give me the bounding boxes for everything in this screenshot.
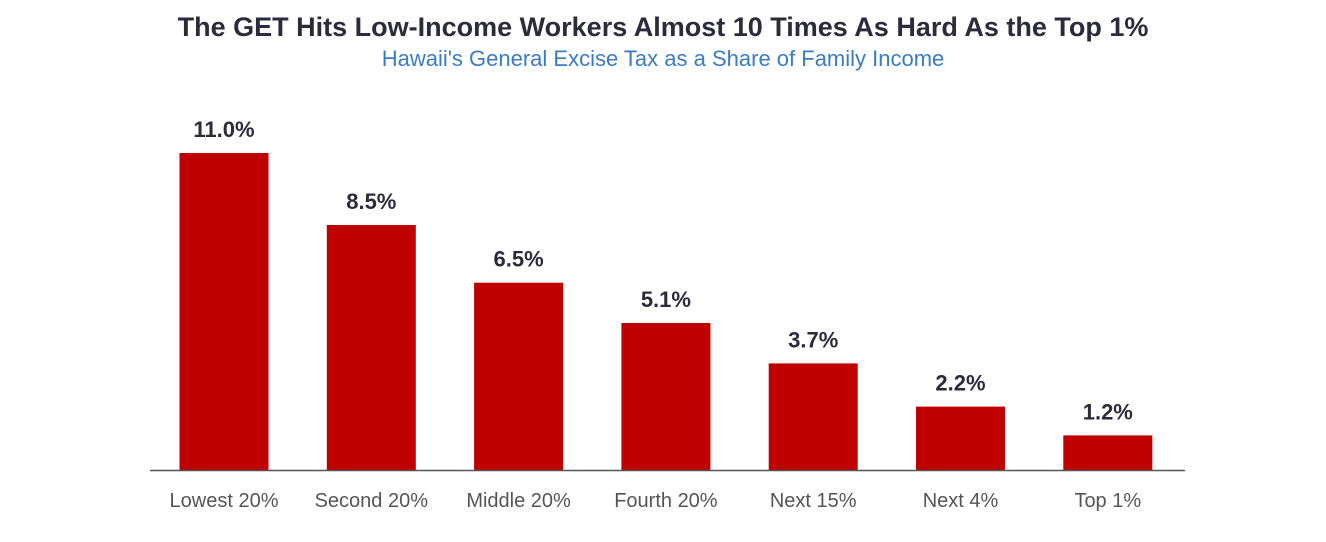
- x-tick-label: Middle 20%: [466, 490, 571, 512]
- chart-title: The GET Hits Low-Income Workers Almost 1…: [177, 12, 1149, 42]
- value-label: 2.2%: [935, 371, 985, 396]
- bar: [768, 363, 858, 470]
- x-tick-label: Lowest 20%: [170, 490, 279, 512]
- bars-layer: [179, 153, 1153, 470]
- x-tick-label: Fourth 20%: [614, 490, 718, 512]
- value-label: 8.5%: [346, 189, 396, 214]
- bar: [916, 406, 1005, 470]
- bar: [621, 323, 711, 470]
- x-tick-labels: Lowest 20% Second 20% Middle 20% Fourth 20%…: [170, 490, 1142, 512]
- x-tick-label: Next 4%: [923, 490, 999, 512]
- value-label: 11.0%: [193, 117, 254, 142]
- value-label: 6.5%: [494, 247, 544, 272]
- bar: [179, 153, 269, 470]
- bar: [474, 282, 564, 470]
- value-label: 1.2%: [1083, 399, 1133, 424]
- bar: [1063, 435, 1153, 470]
- x-tick-label: Top 1%: [1074, 490, 1141, 512]
- labels-layer: 11.0% 8.5% 6.5% 5.1% 3.7% 2.2% 1.2%: [193, 117, 1132, 424]
- x-tick-label: Second 20%: [315, 490, 429, 512]
- value-label: 5.1%: [641, 287, 691, 312]
- bar: [326, 225, 416, 470]
- chart-subtitle: Hawaii's General Excise Tax as a Share o…: [381, 46, 945, 71]
- value-label: 3.7%: [788, 327, 838, 352]
- x-tick-label: Next 15%: [770, 490, 857, 512]
